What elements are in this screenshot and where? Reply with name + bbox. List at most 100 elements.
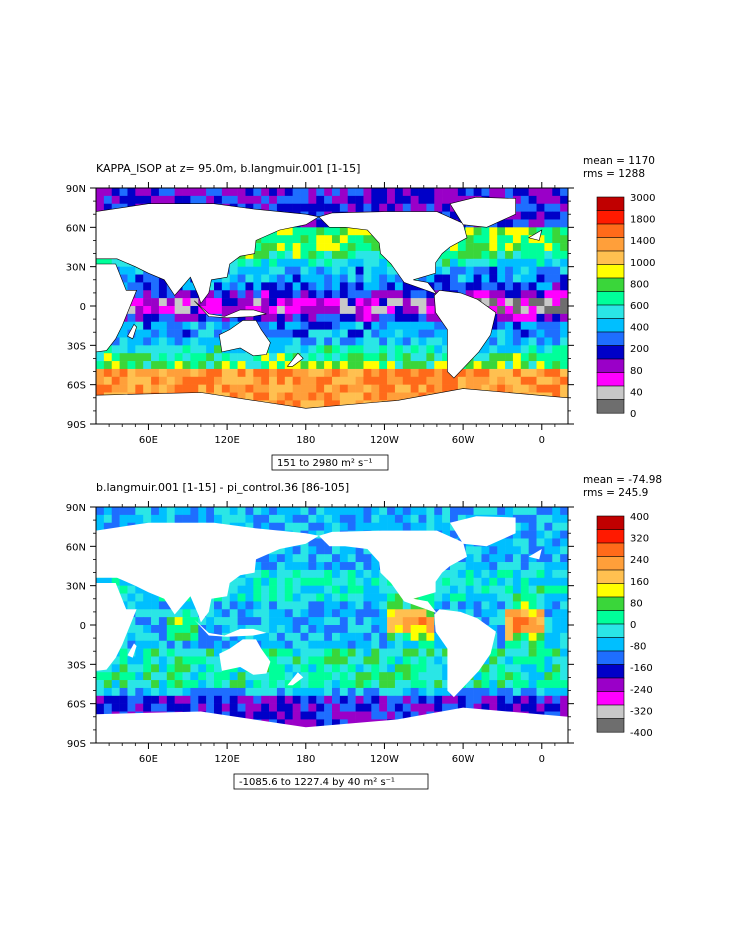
map-cell: [308, 609, 317, 618]
map-cell: [316, 321, 325, 330]
map-cell: [127, 695, 136, 704]
map-cell: [426, 274, 435, 283]
map-cell: [96, 672, 105, 681]
map-cell: [497, 250, 506, 260]
map-cell: [426, 664, 435, 673]
map-cell: [347, 562, 356, 571]
map-cell: [410, 353, 419, 362]
map-cell: [229, 195, 238, 205]
map-cell: [324, 711, 333, 720]
map-cell: [528, 321, 537, 330]
map-cell: [300, 274, 309, 283]
map-cell: [465, 384, 474, 393]
map-cell: [394, 711, 404, 720]
map-cell: [292, 585, 301, 594]
map-cell: [560, 188, 568, 197]
map-cell: [512, 329, 522, 338]
map-cell: [497, 625, 506, 634]
map-cell: [237, 703, 246, 712]
map-cell: [103, 188, 113, 197]
map-cell: [363, 250, 372, 260]
map-cell: [347, 514, 356, 524]
map-cell: [489, 361, 498, 370]
map-cell: [151, 507, 160, 516]
map-cell: [394, 274, 404, 283]
map-cell: [394, 617, 404, 626]
map-cell: [166, 321, 175, 330]
map-cell: [111, 672, 120, 681]
map-cell: [237, 695, 246, 704]
map-cell: [253, 243, 262, 252]
map-cell: [300, 625, 309, 634]
map-cell: [473, 601, 482, 610]
map-cell: [497, 266, 506, 275]
map-cell: [276, 250, 286, 260]
map-cell: [394, 384, 404, 393]
map-cell: [520, 593, 529, 602]
map-cell: [339, 672, 349, 681]
map-cell: [182, 353, 191, 362]
map-cell: [512, 640, 522, 649]
map-cell: [158, 514, 168, 524]
map-cell: [410, 601, 419, 610]
map-cell: [300, 290, 309, 299]
map-cell: [450, 577, 459, 586]
map-cell: [229, 577, 238, 586]
map-cell: [552, 219, 561, 228]
map-cell: [143, 632, 152, 642]
map-cell: [339, 392, 349, 401]
map-cell: [457, 703, 467, 712]
map-cell: [379, 361, 388, 370]
map-cell: [221, 601, 231, 610]
map-cell: [269, 384, 278, 393]
map-cell: [103, 353, 113, 362]
map-cell: [308, 711, 317, 720]
map-cell: [512, 211, 522, 220]
panel-2: b.langmuir.001 [1-15] - pi_control.36 [8…: [66, 474, 662, 790]
map-cell: [520, 538, 529, 547]
map-cell: [371, 593, 380, 602]
y-tick-label: 90N: [66, 503, 86, 514]
map-cell: [457, 593, 467, 602]
map-cell: [276, 290, 286, 299]
map-cell: [339, 243, 349, 252]
map-cell: [418, 640, 427, 649]
map-cell: [520, 569, 529, 579]
map-cell: [552, 664, 561, 673]
map-cell: [206, 656, 215, 665]
map-cell: [324, 250, 333, 260]
map-cell: [379, 321, 388, 330]
map-cell: [103, 522, 113, 531]
map-cell: [339, 195, 349, 205]
map-cell: [151, 298, 160, 307]
map-cell: [143, 703, 152, 712]
map-cell: [450, 188, 459, 197]
map-cell: [143, 361, 152, 370]
map-cell: [520, 648, 529, 657]
map-cell: [269, 514, 278, 524]
map-cell: [103, 703, 113, 712]
map-cell: [552, 313, 561, 323]
map-cell: [505, 538, 514, 547]
map-cell: [135, 321, 144, 330]
map-cell: [544, 227, 553, 236]
map-cell: [316, 235, 325, 244]
map-cell: [481, 274, 490, 283]
map-cell: [229, 361, 238, 370]
map-cell: [166, 298, 175, 307]
map-cell: [497, 695, 506, 704]
map-cell: [505, 687, 514, 697]
map-cell: [182, 703, 191, 712]
map-cell: [229, 392, 238, 401]
map-cell: [387, 664, 396, 673]
map-cell: [276, 258, 286, 267]
map-cell: [237, 361, 246, 370]
colorbar-label: -240: [630, 685, 653, 696]
map-cell: [269, 562, 278, 571]
map-cell: [253, 353, 262, 362]
map-cell: [371, 353, 380, 362]
map-cell: [512, 376, 522, 385]
map-cell: [355, 306, 364, 315]
map-cell: [135, 274, 144, 283]
map-cell: [284, 554, 293, 563]
